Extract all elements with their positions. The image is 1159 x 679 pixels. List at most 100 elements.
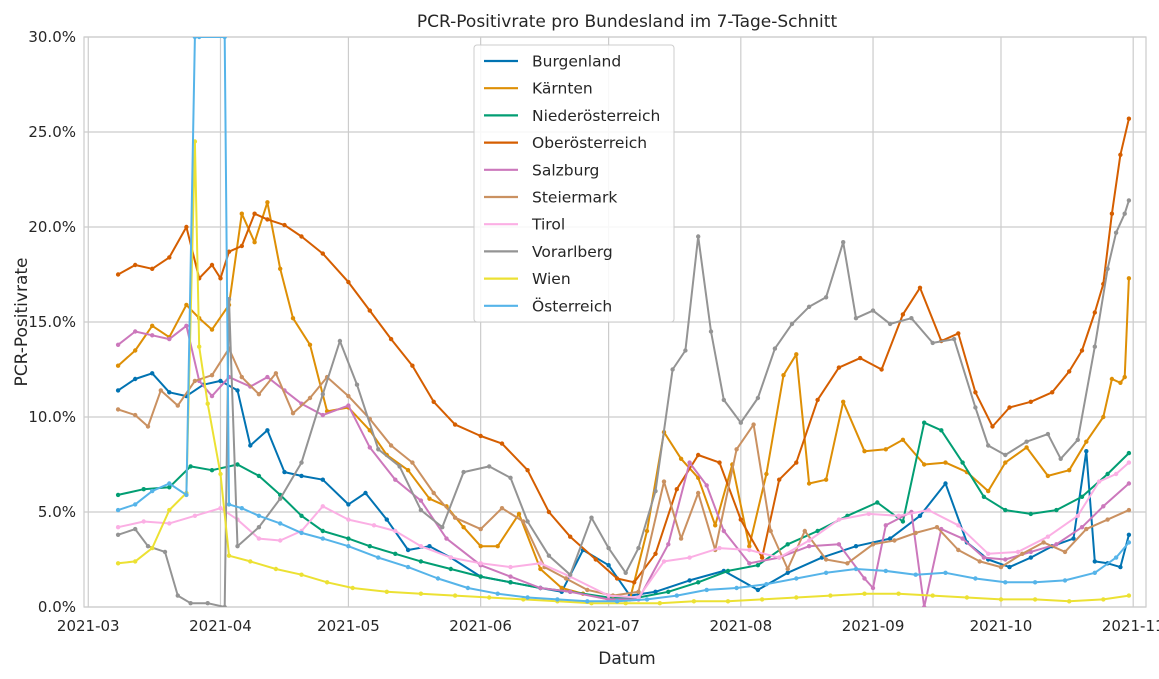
data-point <box>589 515 594 520</box>
data-point <box>1041 540 1046 545</box>
data-point <box>299 572 304 577</box>
data-point <box>324 580 330 585</box>
data-point <box>405 547 411 553</box>
data-point <box>563 576 569 581</box>
data-point <box>696 580 701 585</box>
data-point <box>175 403 180 408</box>
data-point <box>862 591 867 596</box>
data-point <box>960 460 965 465</box>
data-point <box>1054 542 1059 547</box>
data-point <box>853 316 859 321</box>
series-vorarlberg <box>115 198 1132 607</box>
data-point <box>666 589 671 594</box>
data-point <box>150 323 155 328</box>
data-point <box>133 329 138 334</box>
data-point <box>917 285 923 290</box>
data-point <box>1007 564 1012 570</box>
data-point <box>521 597 526 602</box>
data-point <box>167 481 172 486</box>
legend-label: Vorarlberg <box>532 243 613 261</box>
legend-item: Steiermark <box>484 189 617 207</box>
data-point <box>866 511 871 517</box>
data-point <box>150 371 155 376</box>
data-point <box>354 382 360 387</box>
data-point <box>448 566 453 572</box>
data-point <box>751 422 756 427</box>
data-point <box>555 597 560 602</box>
data-point <box>870 308 876 313</box>
chart-title: PCR-Positivrate pro Bundesland im 7-Tage… <box>417 12 838 32</box>
data-point <box>205 401 210 406</box>
data-point <box>734 447 739 452</box>
data-point <box>188 464 193 469</box>
data-point <box>299 513 304 518</box>
series-line <box>117 140 1130 605</box>
legend-label: Wien <box>532 270 571 288</box>
plot-frame <box>83 36 1147 608</box>
y-tick-label: 5.0% <box>38 503 76 521</box>
data-point <box>478 433 483 439</box>
data-point <box>452 593 458 598</box>
data-point <box>1024 439 1029 444</box>
data-point <box>427 496 432 501</box>
data-point <box>777 477 782 482</box>
legend-box <box>473 44 675 323</box>
data-point <box>747 561 752 566</box>
data-point <box>546 509 552 515</box>
data-point <box>393 477 398 482</box>
data-point <box>943 570 948 575</box>
legend-label: Burgenland <box>532 53 621 71</box>
data-point <box>585 587 590 593</box>
data-point <box>1101 414 1106 420</box>
data-point <box>956 547 961 553</box>
data-point <box>133 348 138 353</box>
data-point <box>1092 310 1098 315</box>
data-point <box>393 551 398 556</box>
data-point <box>1079 348 1085 353</box>
data-point <box>248 443 253 448</box>
legend: Burgenland Kärnten Niederösterreich Oberöst… <box>473 44 675 323</box>
data-point <box>755 563 761 568</box>
data-point <box>410 363 415 368</box>
data-point <box>568 534 573 539</box>
data-point <box>320 504 325 509</box>
data-point <box>794 595 799 600</box>
y-tick-label: 25.0% <box>28 123 76 141</box>
data-point <box>150 333 155 338</box>
data-point <box>461 525 466 530</box>
data-point <box>1003 452 1008 458</box>
data-point <box>167 390 172 395</box>
data-point <box>883 447 888 452</box>
data-point <box>666 542 671 547</box>
data-point <box>478 526 483 532</box>
data-point <box>853 566 859 572</box>
data-point <box>1050 390 1055 395</box>
data-point <box>1092 559 1098 564</box>
legend-label: Niederösterreich <box>532 107 660 125</box>
data-point <box>883 568 888 574</box>
data-point <box>418 559 424 564</box>
legend-label: Tirol <box>531 216 565 234</box>
data-point <box>448 555 453 560</box>
data-point <box>405 468 411 473</box>
data-point <box>777 555 782 560</box>
data-point <box>764 471 769 477</box>
data-point <box>1126 460 1132 465</box>
data-point <box>845 561 850 566</box>
data-point <box>192 513 198 518</box>
data-point <box>636 589 641 594</box>
data-point <box>388 443 394 448</box>
data-point <box>943 481 948 486</box>
data-point <box>278 521 283 526</box>
data-point <box>1122 211 1127 216</box>
y-tick-label: 30.0% <box>28 28 76 46</box>
data-point <box>167 485 172 490</box>
data-point <box>734 585 739 591</box>
data-point <box>184 323 189 328</box>
data-point <box>772 346 778 351</box>
data-point <box>346 544 351 549</box>
data-point <box>759 555 765 560</box>
data-point <box>487 464 492 469</box>
data-point <box>661 559 667 564</box>
